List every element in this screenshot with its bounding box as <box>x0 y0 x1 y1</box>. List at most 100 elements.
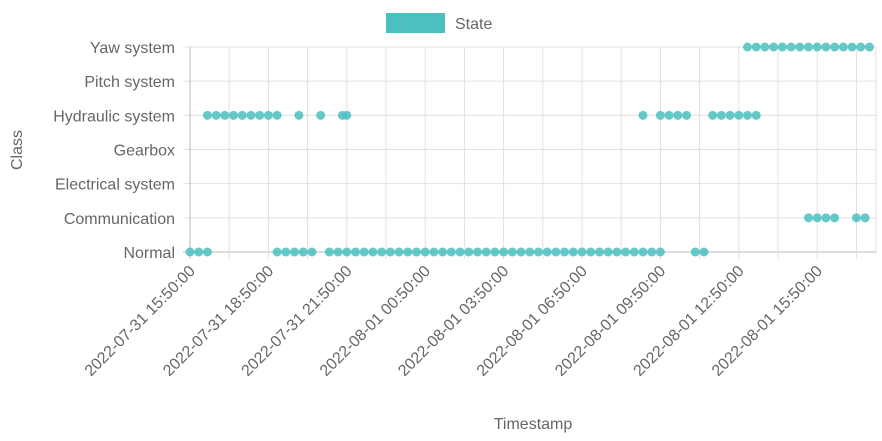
point <box>864 42 874 52</box>
point <box>455 247 465 257</box>
point <box>734 110 744 120</box>
point <box>194 247 204 257</box>
point <box>629 247 639 257</box>
point <box>577 247 587 257</box>
point <box>830 213 840 223</box>
point <box>490 247 500 257</box>
point <box>438 247 448 257</box>
point <box>647 247 657 257</box>
point <box>272 110 282 120</box>
point <box>507 247 517 257</box>
point <box>860 213 870 223</box>
point <box>751 110 761 120</box>
point <box>272 247 282 257</box>
point <box>594 247 604 257</box>
point <box>769 42 779 52</box>
point <box>655 110 665 120</box>
point <box>368 247 378 257</box>
point <box>760 42 770 52</box>
point <box>725 110 735 120</box>
point <box>255 110 265 120</box>
point <box>377 247 387 257</box>
point <box>682 110 692 120</box>
point <box>446 247 456 257</box>
point <box>481 247 491 257</box>
point <box>307 247 317 257</box>
point <box>420 247 430 257</box>
y-tick-label: Gearbox <box>114 143 175 160</box>
x-axis-title: Timestamp <box>494 416 573 433</box>
point <box>316 110 326 120</box>
point <box>499 247 509 257</box>
point <box>394 247 404 257</box>
point <box>403 247 413 257</box>
point <box>294 110 304 120</box>
point <box>812 213 822 223</box>
point <box>708 110 718 120</box>
point <box>803 42 813 52</box>
point <box>525 247 535 257</box>
point <box>560 247 570 257</box>
point <box>716 110 726 120</box>
point <box>333 247 343 257</box>
point <box>551 247 561 257</box>
point <box>851 213 861 223</box>
point <box>664 110 674 120</box>
point <box>586 247 596 257</box>
point <box>220 110 230 120</box>
point <box>281 247 291 257</box>
point <box>342 247 352 257</box>
point <box>655 247 665 257</box>
point <box>830 42 840 52</box>
point <box>803 213 813 223</box>
point <box>847 42 857 52</box>
point <box>202 247 212 257</box>
point <box>185 247 195 257</box>
point <box>603 247 613 257</box>
point <box>533 247 543 257</box>
point <box>229 110 239 120</box>
point <box>263 110 273 120</box>
point <box>542 247 552 257</box>
point <box>673 110 683 120</box>
point <box>246 110 256 120</box>
point <box>638 247 648 257</box>
legend-swatch[interactable] <box>386 13 445 33</box>
y-tick-label: Yaw system <box>90 40 175 57</box>
point <box>324 247 334 257</box>
point <box>812 42 822 52</box>
point <box>795 42 805 52</box>
point <box>342 110 352 120</box>
y-tick-label: Hydraulic system <box>53 108 175 125</box>
legend-label[interactable]: State <box>455 16 492 33</box>
point <box>411 247 421 257</box>
point <box>351 247 361 257</box>
point <box>777 42 787 52</box>
point <box>821 213 831 223</box>
point <box>621 247 631 257</box>
point <box>359 247 369 257</box>
point <box>638 110 648 120</box>
point <box>464 247 474 257</box>
point <box>429 247 439 257</box>
point <box>516 247 526 257</box>
point <box>699 247 709 257</box>
point <box>690 247 700 257</box>
point <box>743 42 753 52</box>
point <box>856 42 866 52</box>
point <box>821 42 831 52</box>
point <box>612 247 622 257</box>
point <box>211 110 221 120</box>
point <box>568 247 578 257</box>
point <box>237 110 247 120</box>
point <box>385 247 395 257</box>
point <box>743 110 753 120</box>
y-tick-label: Electrical system <box>55 177 175 194</box>
y-tick-label: Pitch system <box>84 74 175 91</box>
point <box>472 247 482 257</box>
point <box>202 110 212 120</box>
point <box>838 42 848 52</box>
point <box>290 247 300 257</box>
point <box>786 42 796 52</box>
